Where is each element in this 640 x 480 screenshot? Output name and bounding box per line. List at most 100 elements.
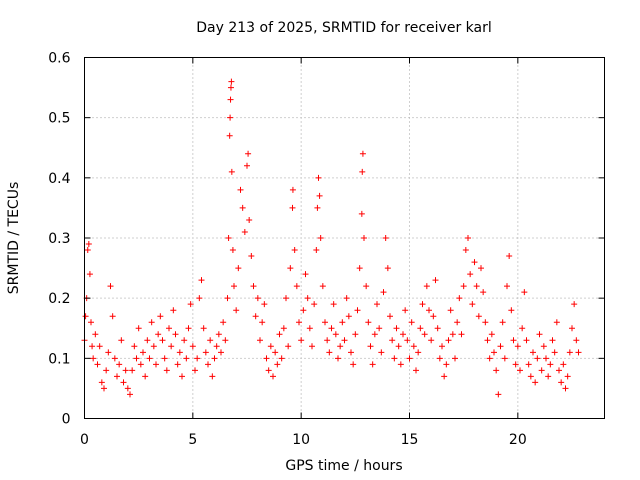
data-point [85,241,92,248]
data-point [556,367,562,374]
data-point [124,385,131,392]
data-point [116,361,123,368]
data-point [569,325,575,332]
y-tick-label: 0.5 [48,111,70,127]
data-point [176,349,183,356]
data-point [283,295,289,302]
data-point [220,319,227,326]
data-point [192,367,198,374]
data-point [519,325,526,332]
data-point [566,349,573,356]
data-point [488,331,495,338]
x-tick-label: 20 [509,432,527,448]
data-point [573,337,580,344]
data-point [499,319,506,326]
data-point [367,343,374,350]
data-point [376,325,383,332]
data-point [521,289,528,296]
data-point [400,331,406,338]
data-point [404,337,411,344]
data-point [324,337,331,344]
data-point [265,367,272,374]
data-point [245,150,252,157]
data-point [458,331,465,338]
data-point [289,186,296,193]
data-point [261,301,268,308]
data-point [482,319,489,326]
data-point [423,283,430,290]
data-point [228,168,235,175]
data-point [189,343,196,350]
data-point [332,331,339,338]
data-point [98,379,105,386]
data-point [148,319,155,326]
data-points [81,78,582,398]
data-point [185,325,192,332]
data-point [181,337,188,344]
data-point [359,168,366,175]
data-point [439,343,445,350]
data-point [475,313,482,320]
data-point [432,277,439,284]
data-point [314,204,321,211]
data-point [109,313,116,320]
data-point [218,349,224,356]
data-point [289,204,296,211]
data-point [452,355,458,362]
data-point [575,349,582,356]
data-point [144,337,151,344]
data-point [222,337,229,344]
data-point [302,271,309,278]
data-point [532,379,539,386]
data-point [469,301,476,308]
data-point [82,313,89,320]
data-point [88,319,94,326]
data-point [456,295,463,302]
y-axis-label: SRMTID / TECUs [6,182,22,295]
data-point [150,343,157,350]
data-point [445,337,452,344]
data-point [530,349,536,356]
data-point [276,331,283,338]
data-point [506,253,513,260]
data-point [335,355,341,362]
x-tick-label: 10 [292,432,310,448]
data-point [426,307,432,314]
data-point [280,325,287,332]
data-point [413,367,419,374]
data-point [551,349,558,356]
data-point [246,216,253,223]
data-point [293,283,300,290]
data-point [447,307,454,314]
data-point [361,235,367,241]
data-point [250,283,257,290]
data-point [460,283,467,290]
data-point [415,349,422,356]
data-point [491,349,497,356]
data-point [133,355,140,362]
data-point [363,283,370,290]
data-point [538,367,545,374]
data-point [328,325,335,332]
data-point [517,367,523,374]
data-point [391,355,398,362]
data-point [107,283,114,290]
data-point [172,331,179,338]
data-point [166,325,172,332]
data-point [380,289,387,296]
y-tick-label: 0.6 [48,51,70,67]
x-tick-label: 15 [401,432,419,448]
data-point [89,343,96,350]
data-point [142,373,149,380]
data-point [274,361,281,368]
data-point [311,301,318,308]
data-point [227,96,234,103]
data-point [560,361,567,368]
data-point [397,361,404,368]
data-point [371,331,378,338]
data-point [92,331,99,338]
data-point [337,343,344,350]
data-point [101,385,107,392]
data-point [183,355,190,362]
